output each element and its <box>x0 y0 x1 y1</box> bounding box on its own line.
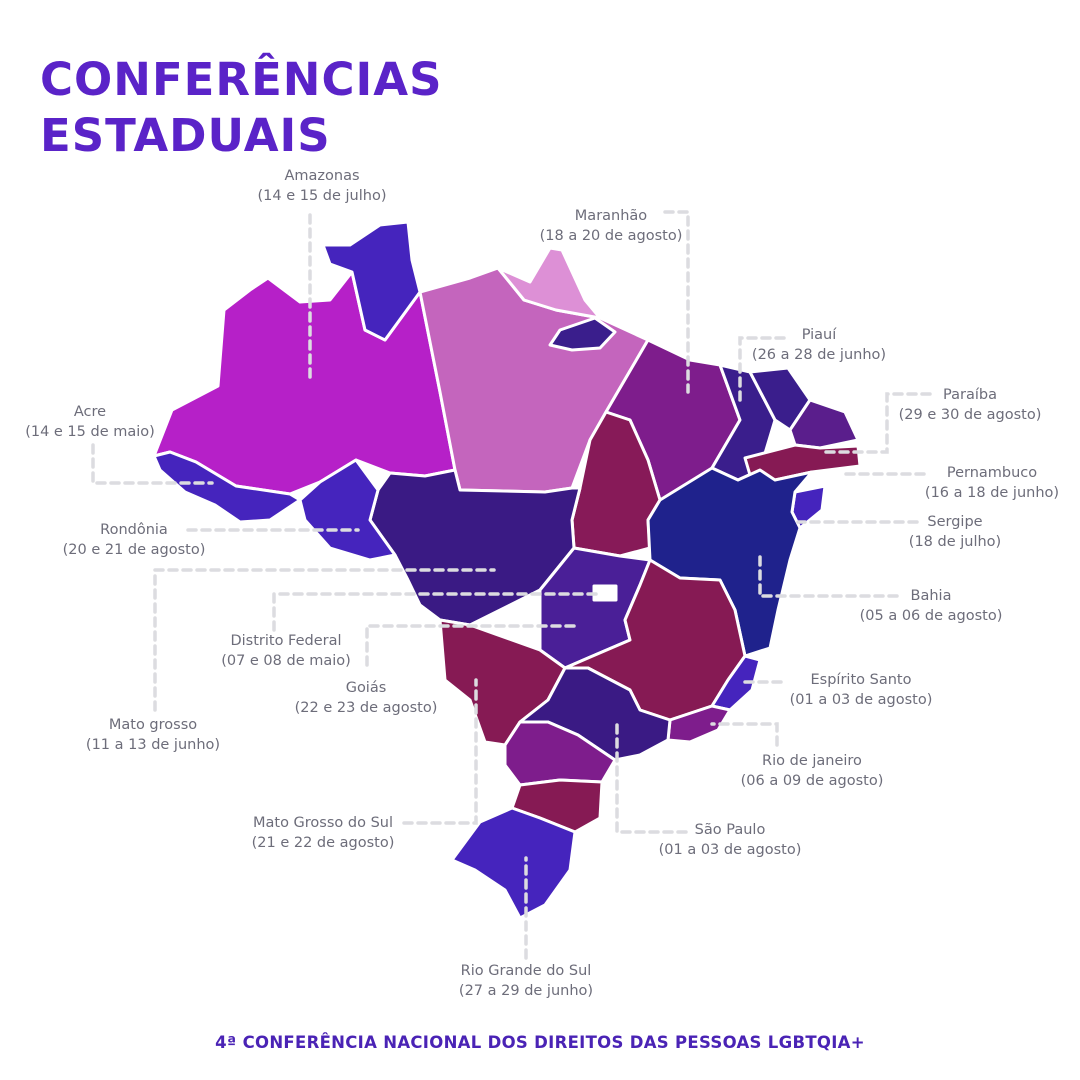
footer-text: 4ª CONFERÊNCIA NACIONAL DOS DIREITOS DAS… <box>215 1033 865 1052</box>
label-sao-paulo: São Paulo (01 a 03 de agosto) <box>658 822 802 858</box>
label-bahia: Bahia (05 a 06 de agosto) <box>859 588 1003 624</box>
label-maranhao: Maranhão (18 a 20 de agosto) <box>539 208 683 244</box>
label-goias: Goiás (22 e 23 de agosto) <box>294 680 438 716</box>
label-pernambuco: Pernambuco (16 a 18 de junho) <box>924 465 1060 501</box>
title-line-2: ESTADUAIS <box>40 109 331 162</box>
label-rio-de-janeiro: Rio de janeiro (06 a 09 de agosto) <box>740 753 884 789</box>
page-title: CONFERÊNCIAS ESTADUAIS <box>40 52 442 164</box>
leader-sao-paulo <box>615 723 688 834</box>
label-distrito-federal: Distrito Federal (07 e 08 de maio) <box>221 633 351 669</box>
state-rondonia[interactable] <box>298 458 397 562</box>
label-sergipe: Sergipe (18 de julho) <box>908 514 1002 550</box>
label-acre: Acre (14 e 15 de maio) <box>25 404 155 440</box>
label-paraiba: Paraíba (29 e 30 de agosto) <box>898 387 1042 423</box>
leader-piaui <box>738 336 786 407</box>
leader-bahia <box>758 553 899 598</box>
label-rondonia: Rondônia (20 e 21 de agosto) <box>62 522 206 558</box>
leader-mato-grosso <box>153 568 496 712</box>
label-espirito-santo: Espírito Santo (01 a 03 de agosto) <box>789 672 933 708</box>
state-tocantins[interactable] <box>570 410 662 558</box>
label-rio-grande-do-sul: Rio Grande do Sul (27 a 29 de junho) <box>458 963 594 999</box>
states-group <box>152 220 862 920</box>
marajo-island <box>548 316 617 352</box>
label-mato-grosso-do-sul: Mato Grosso do Sul (21 e 22 de agosto) <box>251 815 395 851</box>
state-rio-grande-do-sul[interactable] <box>450 806 577 920</box>
label-piaui: Piauí (26 a 28 de junho) <box>751 327 887 363</box>
leader-maranhao <box>663 210 690 394</box>
leader-mato-grosso-do-sul <box>402 678 478 825</box>
title-line-1: CONFERÊNCIAS <box>40 53 443 106</box>
leader-lines <box>91 210 932 960</box>
leader-paraiba <box>820 392 932 454</box>
state-amapa[interactable] <box>496 246 602 320</box>
leader-distrito-federal <box>272 592 602 632</box>
leader-goias <box>365 624 580 667</box>
label-mato-grosso: Mato grosso (11 a 13 de junho) <box>85 717 221 753</box>
state-acre[interactable] <box>152 450 302 524</box>
label-amazonas: Amazonas (14 e 15 de julho) <box>257 168 387 204</box>
leader-rio-de-janeiro <box>710 722 779 747</box>
leader-acre <box>91 443 214 485</box>
